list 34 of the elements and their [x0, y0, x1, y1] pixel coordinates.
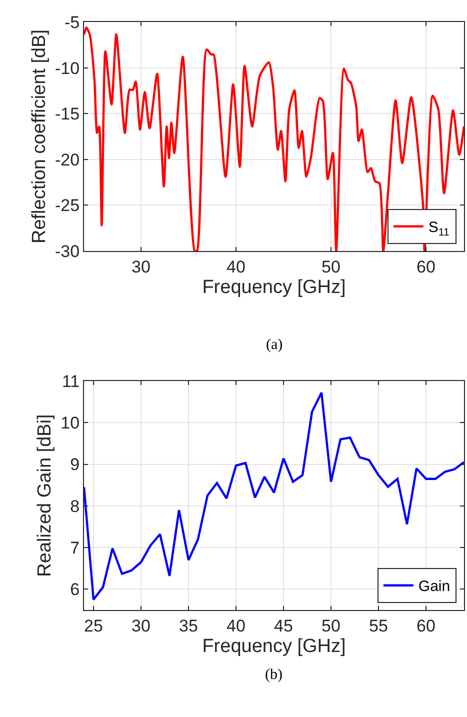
text: (a) — [266, 337, 283, 353]
x-tick-label: 60 — [416, 257, 436, 276]
y-tick-label: -15 — [55, 104, 80, 124]
y-axis-title: Reflection coefficient [dB] — [28, 29, 50, 244]
x-tick-label: 45 — [274, 616, 293, 636]
y-tick-label: -10 — [55, 58, 80, 78]
x-tick-label: 55 — [369, 616, 388, 636]
y-tick-label: -20 — [55, 150, 80, 170]
y-tick-label: 10 — [60, 414, 80, 433]
y-tick-label: 8 — [70, 496, 80, 516]
line-series — [84, 392, 464, 601]
y-tick-label: -30 — [55, 242, 80, 261]
line-series — [84, 26, 464, 251]
x-tick-label: 35 — [179, 616, 198, 636]
y-axis-title: Realized Gain [dBi] — [34, 414, 56, 577]
y-tick-label: -25 — [55, 196, 80, 216]
legend-label: S$_{11}$ — [428, 219, 450, 238]
y-tick-label: 9 — [70, 455, 80, 474]
x-tick-label: 30 — [132, 257, 150, 276]
x-tick-label: 40 — [226, 616, 246, 636]
y-tick-label: 7 — [70, 538, 80, 558]
y-tick-label: -5 — [64, 12, 80, 32]
x-tick-label: 25 — [84, 616, 103, 636]
x-tick-label: 50 — [322, 257, 340, 276]
text: (b) — [265, 667, 282, 683]
legend-label: Gain — [418, 578, 450, 596]
y-tick-label: 11 — [62, 372, 80, 391]
x-tick-label: 30 — [132, 616, 150, 636]
x-tick-label: 60 — [416, 616, 436, 636]
x-axis-title: Frequency [GHz] — [202, 636, 346, 658]
y-tick-label: 6 — [70, 580, 80, 600]
x-axis-title: Frequency [GHz] — [202, 277, 346, 298]
x-tick-label: 50 — [322, 616, 340, 636]
x-tick-label: 40 — [226, 257, 246, 276]
